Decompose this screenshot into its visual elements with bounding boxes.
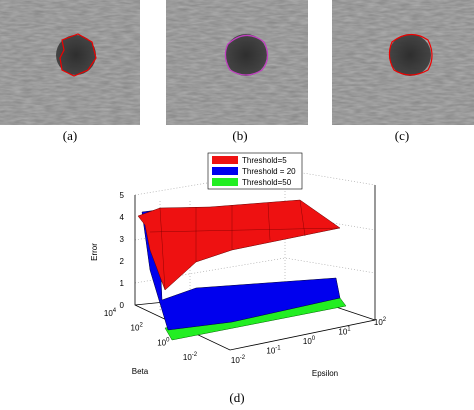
tick-base: 10 — [338, 328, 347, 337]
tick-base: 10 — [157, 338, 166, 347]
surface-threshold-5 — [137, 199, 341, 291]
surface-mesh — [149, 199, 341, 291]
epsilon-axis-title: Epsilon — [312, 369, 338, 378]
epsilon-tick-label: 101 — [338, 327, 351, 337]
panel-label: (a) — [63, 128, 77, 143]
tick-base: 10 — [231, 356, 240, 365]
beta-tick-label: 104 — [104, 308, 117, 318]
z-tick-label: 5 — [120, 191, 125, 200]
tick-exponent: 1 — [347, 327, 351, 333]
panel-label: (d) — [229, 390, 244, 405]
tick-exponent: -2 — [192, 352, 198, 358]
beta-tick-label: 10-2 — [183, 352, 198, 362]
tick-base: 10 — [374, 318, 383, 327]
epsilon-tick-label: 102 — [374, 317, 387, 327]
tick-base: 10 — [266, 347, 275, 356]
epsilon-tick-label: 100 — [303, 336, 316, 346]
legend-entry: Threshold=50 — [242, 178, 292, 187]
image-c — [332, 0, 474, 125]
legend-entry: Threshold = 20 — [242, 167, 296, 176]
tick-exponent: 0 — [312, 336, 316, 342]
legend: Threshold=5 Threshold = 20 Threshold=50 — [207, 152, 303, 190]
tick-exponent: 0 — [166, 337, 170, 343]
z-axis-title: Error — [90, 243, 99, 261]
tick-base: 10 — [303, 337, 312, 346]
legend-entry: Threshold=5 — [242, 156, 287, 165]
tick-base: 10 — [104, 309, 113, 318]
tick-exponent: 2 — [383, 317, 387, 323]
z-tick-label: 0 — [120, 301, 125, 310]
tick-exponent: -2 — [240, 355, 246, 361]
tick-base: 10 — [131, 324, 140, 333]
image-a — [0, 0, 140, 125]
epsilon-tick-label: 10-1 — [266, 346, 281, 356]
panel-label: (b) — [232, 128, 247, 143]
image-b — [166, 0, 308, 125]
tick-base: 10 — [183, 353, 192, 362]
z-tick-label: 4 — [120, 213, 125, 222]
beta-tick-label: 102 — [131, 323, 144, 333]
z-tick-label: 3 — [120, 235, 125, 244]
z-tick-label: 1 — [120, 279, 125, 288]
beta-tick-label: 100 — [157, 337, 170, 347]
beta-axis-title: Beta — [132, 367, 149, 376]
z-tick-label: 2 — [120, 257, 125, 266]
panel-label: (c) — [395, 128, 409, 143]
tick-exponent: 4 — [113, 308, 117, 314]
tick-exponent: 2 — [139, 323, 143, 329]
epsilon-tick-label: 10-2 — [231, 355, 246, 365]
tick-exponent: -1 — [275, 346, 281, 352]
